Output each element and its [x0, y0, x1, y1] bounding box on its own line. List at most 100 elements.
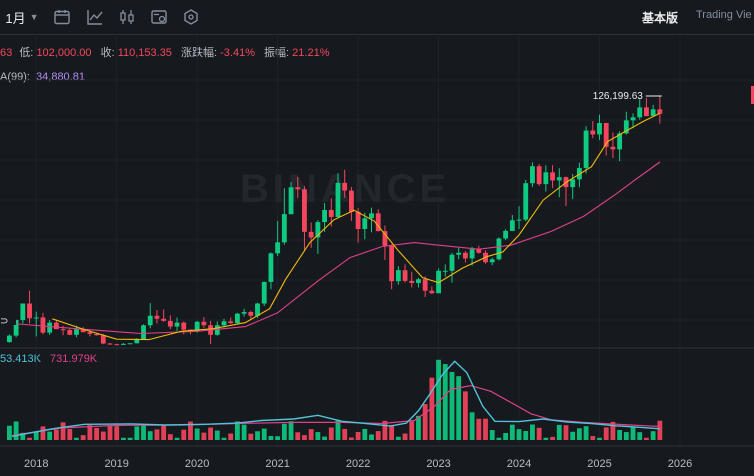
candle-body: [134, 339, 140, 344]
x-tick-label: 2021: [265, 458, 289, 470]
volume-bar: [449, 371, 455, 440]
volume-bar: [181, 429, 187, 440]
current-price-tag: [751, 86, 754, 104]
volume-bar: [442, 364, 448, 440]
volume-bar: [214, 430, 220, 440]
volume-bar: [100, 431, 106, 440]
volume-bar: [40, 426, 46, 440]
candle-body: [94, 333, 100, 336]
candle-body: [476, 249, 482, 253]
volume-bar: [120, 437, 126, 440]
volume-legend: 53.413K 731.979K: [0, 353, 97, 365]
volume-bar: [436, 359, 441, 440]
tradingview-tab[interactable]: Trading Vie: [696, 9, 752, 21]
candle-body: [382, 231, 388, 246]
candle-body: [228, 321, 234, 324]
candle-body: [281, 214, 287, 243]
amplitude-label: 振幅:: [264, 47, 290, 59]
volume-bar: [335, 419, 341, 440]
volume-bar: [60, 422, 66, 440]
volume-bar: [234, 421, 240, 440]
volume-ma-a-value: 53.413K: [0, 353, 41, 365]
candle-body: [644, 107, 649, 117]
candles: [7, 95, 663, 346]
x-axis: 2018 2019 2020 2021 2022 2023 2024 2025 2026: [24, 458, 692, 470]
x-tick-label: 2019: [104, 458, 128, 470]
volume-bar: [362, 428, 368, 440]
candle-body: [650, 109, 656, 117]
candle-body: [100, 335, 106, 344]
open-fragment: 63: [0, 47, 13, 59]
ma-short-line: [52, 112, 661, 341]
indicators-icon[interactable]: [150, 8, 168, 26]
volume-bar: [623, 432, 629, 440]
candle-body: [47, 322, 53, 333]
x-tick-label: 2022: [346, 458, 370, 470]
candle-body: [147, 315, 153, 326]
candle-body: [583, 130, 589, 168]
candle-body: [395, 270, 401, 282]
volume-bar: [302, 435, 307, 440]
candle-body: [201, 321, 207, 326]
candle-body: [610, 146, 616, 150]
volume-bar: [147, 431, 153, 440]
interval-selector[interactable]: 1月 ▼: [2, 8, 42, 26]
ma-long-line: [12, 161, 661, 335]
volume-ma-b-value: 731.979K: [50, 353, 98, 365]
candle-body: [462, 252, 468, 259]
chevron-down-icon: ▼: [29, 12, 39, 22]
candle-body: [342, 182, 348, 191]
candle-body: [456, 252, 462, 255]
candle-body: [53, 322, 59, 330]
candle-body: [181, 322, 187, 330]
volume-bar: [154, 429, 160, 440]
candle-body: [516, 219, 522, 221]
candle-body: [234, 313, 240, 324]
candle-body: [523, 183, 529, 220]
candle-body: [556, 177, 562, 181]
volume-bar: [87, 425, 93, 440]
calendar-icon[interactable]: [53, 8, 71, 26]
candle-body: [536, 166, 542, 185]
candle-body: [362, 218, 368, 229]
volume-bar: [322, 436, 327, 440]
volume-bar: [395, 436, 401, 440]
volume-bar: [563, 425, 569, 440]
volume-bar: [389, 424, 395, 440]
volume-bar: [576, 428, 582, 440]
candle-body: [657, 109, 663, 114]
volume-bar: [261, 428, 267, 440]
settings-hex-icon[interactable]: [182, 8, 200, 26]
candle-body: [275, 242, 281, 254]
volume-bar: [20, 432, 26, 440]
volume-bar: [255, 431, 260, 440]
candle-body: [630, 117, 636, 121]
basic-view-tab[interactable]: 基本版: [642, 11, 679, 25]
volume-bar: [503, 433, 509, 440]
volume-bar: [590, 436, 596, 440]
candle-body: [268, 253, 274, 282]
volume-bar: [536, 427, 542, 440]
volume-bar: [523, 431, 529, 440]
candle-body: [623, 120, 629, 134]
candle-body: [80, 329, 86, 333]
volume-bar: [543, 437, 549, 440]
candle-body: [402, 270, 408, 281]
candle-body: [308, 231, 314, 238]
candle-body: [590, 130, 596, 135]
x-tick-label: 2026: [668, 458, 692, 470]
candle-body: [288, 187, 294, 215]
candlestick-icon[interactable]: [118, 8, 136, 26]
candle-body: [154, 315, 160, 319]
candle-body: [617, 133, 623, 150]
volume-bar: [355, 431, 361, 440]
volume-bar: [462, 391, 468, 440]
volume-bar: [141, 424, 146, 440]
line-chart-icon[interactable]: [86, 8, 104, 26]
close-value: 110,153.35: [117, 47, 172, 59]
volume-bar: [174, 437, 180, 440]
candle-body: [496, 238, 502, 260]
volume-bar: [74, 437, 79, 440]
volume-bar: [33, 431, 39, 440]
